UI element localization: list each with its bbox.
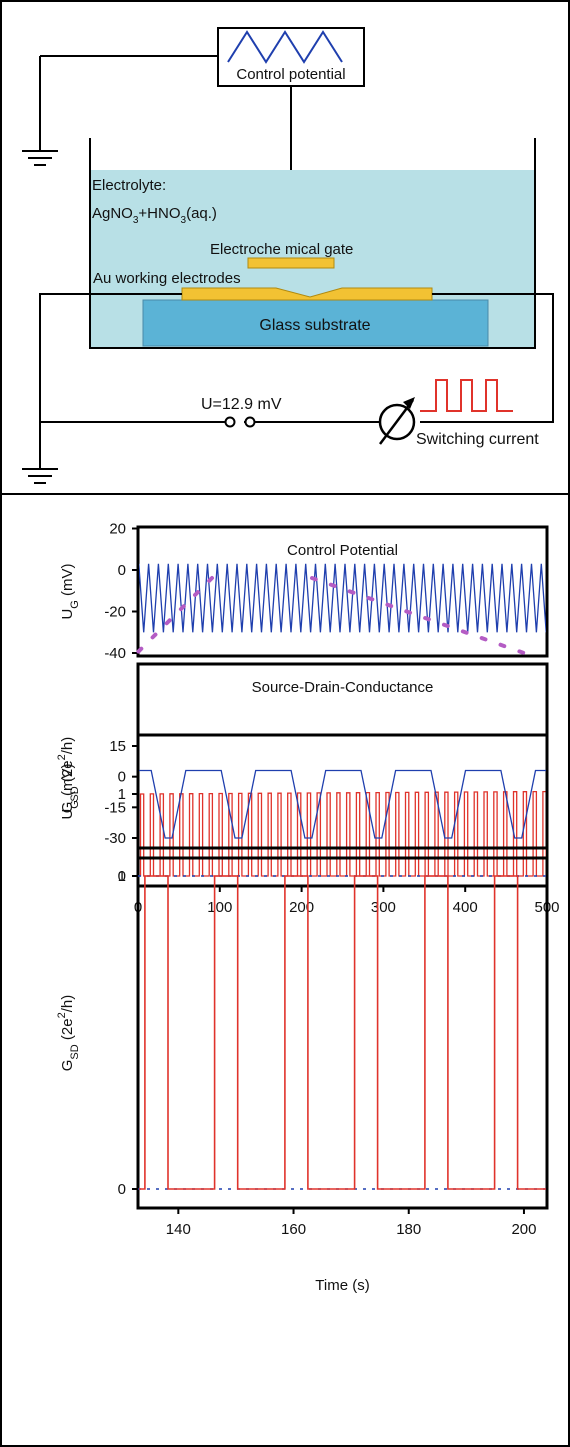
y-tick-label: 0 bbox=[118, 769, 126, 786]
chart-panel-3: 15 0 -15 -30 UG (mV) bbox=[59, 733, 549, 850]
zoom-line-right bbox=[310, 576, 540, 660]
substrate-label: Glass substrate bbox=[259, 317, 370, 334]
electrolyte-formula: AgNO3+HNO3(aq.) bbox=[92, 205, 217, 226]
voltage-label: U=12.9 mV bbox=[201, 396, 282, 413]
y-tick-label: 1 bbox=[118, 868, 126, 885]
terminal-right bbox=[244, 416, 256, 428]
ground-symbol-bottom bbox=[22, 468, 58, 484]
electrochemical-gate bbox=[247, 257, 335, 269]
ammeter-icon bbox=[378, 397, 416, 445]
chart-frame bbox=[136, 856, 549, 1210]
y-tick-label: -20 bbox=[104, 604, 126, 621]
electrodes-label: Au working electrodes bbox=[93, 270, 241, 287]
chart-title: Source-Drain-Conductance bbox=[252, 679, 434, 696]
control-potential-label: Control potential bbox=[236, 66, 345, 83]
y-axis-label: UG (mV) bbox=[59, 763, 81, 819]
y-axis-label: UG (mV) bbox=[59, 563, 81, 619]
switching-current-label: Switching current bbox=[416, 431, 539, 448]
x-tick-label: 200 bbox=[511, 1221, 536, 1238]
y-axis-label: GSD (2e2/h) bbox=[56, 995, 81, 1071]
series-line bbox=[139, 563, 546, 633]
y-tick-label: 0 bbox=[118, 1181, 126, 1198]
triangle-wave-icon bbox=[227, 30, 343, 64]
series-line bbox=[139, 875, 546, 1190]
y-tick-label: 20 bbox=[109, 521, 126, 538]
circuit-wires bbox=[39, 293, 554, 468]
y-tick-label: -40 bbox=[104, 645, 126, 662]
chart-frame bbox=[136, 733, 549, 850]
square-wave-icon bbox=[420, 379, 513, 412]
series-line bbox=[139, 790, 546, 877]
setup-schematic: Control potential Electrolyte: AgNO3+HNO… bbox=[22, 27, 554, 484]
x-tick-label: 180 bbox=[396, 1221, 421, 1238]
zoom-line-left bbox=[130, 576, 214, 660]
x-tick-label: 400 bbox=[453, 899, 478, 916]
chart-title: Control Potential bbox=[287, 542, 398, 559]
x-tick-label: 140 bbox=[166, 1221, 191, 1238]
gate-label: Electroche mical gate bbox=[210, 241, 353, 258]
x-tick-label: 200 bbox=[289, 899, 314, 916]
terminal-left bbox=[224, 416, 236, 428]
y-tick-label: 1 bbox=[118, 786, 126, 803]
y-tick-label: 0 bbox=[118, 868, 126, 885]
au-electrodes bbox=[181, 287, 433, 301]
electrolyte-label: Electrolyte: bbox=[92, 177, 166, 194]
y-tick-label: -30 bbox=[104, 830, 126, 847]
y-tick-label: 15 bbox=[109, 738, 126, 755]
x-axis-label: Time (s) bbox=[315, 1277, 369, 1294]
y-tick-label: 0 bbox=[118, 562, 126, 579]
x-tick-label: 100 bbox=[207, 899, 232, 916]
x-tick-label: 160 bbox=[281, 1221, 306, 1238]
chart-frame bbox=[136, 525, 549, 658]
beaker bbox=[89, 138, 536, 349]
y-tick-label: -15 bbox=[104, 799, 126, 816]
glass-substrate bbox=[142, 299, 489, 347]
ground-symbol-top bbox=[22, 55, 218, 166]
chart-panel-1: 20 0 -20 -40 Control Potential UG (mV) bbox=[59, 521, 549, 662]
y-axis-label: GSD (2e2/h) bbox=[56, 737, 81, 813]
x-tick-label: 300 bbox=[371, 899, 396, 916]
series-line bbox=[139, 769, 546, 839]
